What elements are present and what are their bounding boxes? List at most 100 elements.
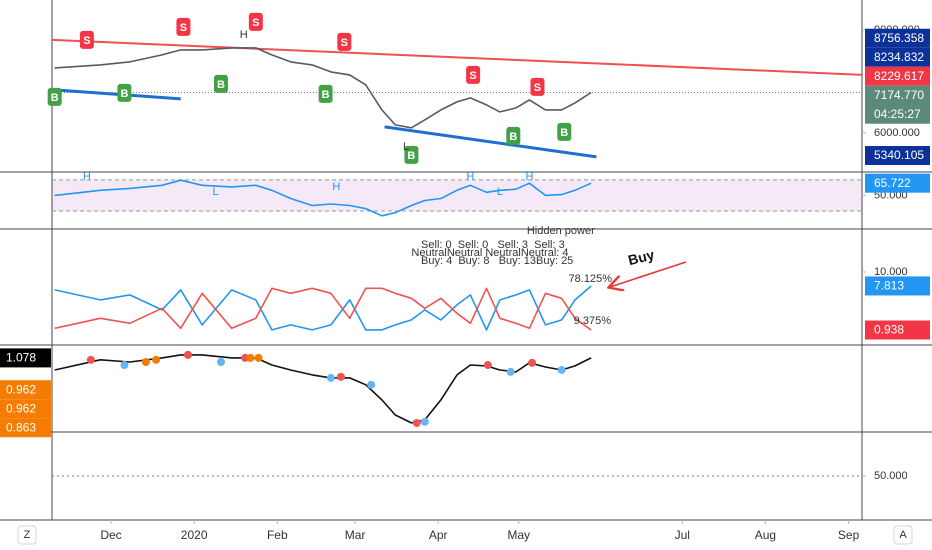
band (52, 179, 862, 211)
scale-label: 0.962 (6, 401, 36, 415)
scale-label: 1.078 (6, 351, 36, 365)
signal-marker (337, 32, 352, 51)
annotation: H (83, 171, 91, 183)
pane: 50.000 (52, 470, 908, 482)
signal-marker (506, 126, 521, 145)
scale-label: 8229.617 (874, 69, 924, 83)
signal-label: S (341, 37, 348, 49)
signal-label: B (509, 131, 517, 143)
signal-dot (141, 358, 150, 367)
pane-plot (52, 179, 862, 217)
signal-label: B (407, 150, 415, 162)
signal-label: S (252, 17, 259, 29)
series-line (54, 47, 592, 129)
x-tick-label: Dec (100, 528, 121, 542)
annotation: H (240, 29, 248, 41)
signal-marker (176, 17, 191, 36)
scale-label: 0.938 (874, 323, 904, 337)
signal-dot (367, 380, 376, 389)
signal-dot (120, 361, 129, 370)
pane-plot (54, 350, 592, 427)
signal-dot (183, 350, 192, 359)
signal-label: B (217, 79, 225, 91)
signal-dot (246, 353, 255, 362)
scale-label-box (865, 85, 930, 124)
signal-label: B (51, 92, 59, 104)
scale-label: 7.813 (874, 279, 904, 293)
zoom-button-label: Z (24, 529, 31, 541)
annotation: 9.375% (574, 315, 612, 327)
annotation: Buy: 4 Buy: 8 Buy: 13Buy: 25 (421, 255, 573, 267)
y-tick-label: 50.000 (874, 470, 908, 482)
annotation: H (525, 171, 533, 183)
signal-label: S (469, 70, 476, 82)
signal-dot (528, 358, 537, 367)
auto-scale-button-label: A (899, 529, 907, 541)
signal-label: S (534, 82, 541, 94)
signal-marker (466, 65, 481, 84)
auto-scale-button[interactable] (893, 525, 913, 545)
scale-label-box (865, 66, 930, 86)
frame (0, 0, 932, 521)
signal-marker (318, 84, 333, 103)
scale-label: 5340.105 (874, 148, 924, 162)
signal-label: B (322, 89, 330, 101)
signal-dot (254, 353, 263, 362)
x-tick-label: May (507, 528, 530, 542)
signal-dot (336, 372, 345, 381)
series-line (54, 287, 592, 331)
scale-label: 65.722 (874, 176, 911, 190)
signal-label: S (83, 35, 90, 47)
x-tick-label: 2020 (181, 528, 208, 542)
annotation: L (497, 186, 503, 198)
scale-label: 8234.832 (874, 50, 924, 64)
pane (54, 350, 592, 427)
annotation: H (332, 181, 340, 193)
signal-dot (506, 367, 515, 376)
annotation: Sell: 0 Sell: 0 Sell: 3 Sell: 3 (421, 239, 565, 251)
scale-label: 7174.770 (874, 88, 924, 102)
trend-line (384, 125, 597, 159)
scale-label-box (0, 418, 51, 438)
x-tick-label: Apr (429, 528, 448, 542)
signal-marker (404, 145, 419, 164)
pane: 10.000 Hidden power Sell: 0 Sell: 0 Sell: … (54, 225, 908, 331)
scale-label-box (865, 47, 930, 67)
series-line (54, 179, 592, 217)
scale-label-box (865, 146, 930, 166)
signal-marker (213, 74, 228, 93)
signal-marker (248, 12, 263, 31)
signal-marker (557, 122, 572, 141)
annotation: NeutralNeutral NeutralNeutral: 4 (411, 247, 568, 259)
x-tick-label: Aug (755, 528, 776, 542)
signal-marker (47, 87, 62, 106)
signal-dot (420, 417, 429, 426)
signal-marker (79, 30, 94, 49)
x-tick-label: Jul (675, 528, 690, 542)
scale-label-box (865, 173, 930, 193)
countdown-label: 04:25:27 (874, 107, 921, 121)
annotation: L (403, 141, 409, 153)
series-line (54, 285, 592, 331)
scale-label-box (0, 348, 51, 368)
annotation: Hidden power (527, 225, 595, 237)
annotation: L (213, 186, 219, 198)
annotation: Buy (626, 246, 656, 268)
signal-label: B (560, 127, 568, 139)
zoom-button[interactable] (17, 525, 37, 545)
scale-label: 8756.358 (874, 31, 924, 45)
signal-dot (152, 355, 161, 364)
signal-marker (530, 77, 545, 96)
toolbar: Z A (17, 525, 913, 545)
signal-label: S (180, 22, 187, 34)
scale-label: 0.962 (6, 382, 36, 396)
scale-label-box (865, 276, 930, 296)
buy-arrow (610, 261, 687, 287)
signal-dot (216, 358, 225, 367)
x-tick-label: Mar (345, 528, 366, 542)
signal-dot (412, 418, 421, 427)
